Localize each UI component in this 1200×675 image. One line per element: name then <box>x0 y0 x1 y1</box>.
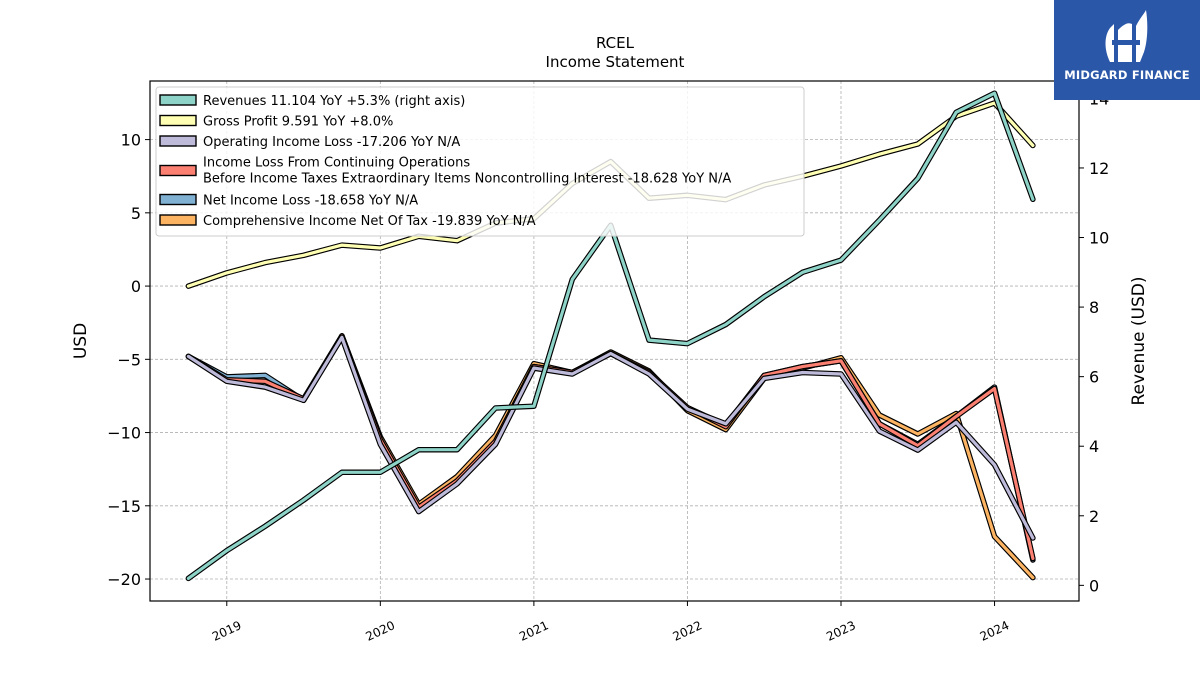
x-tick-label: 2023 <box>824 618 858 644</box>
legend-label: Revenues 11.104 YoY +5.3% (right axis) <box>203 94 465 109</box>
y-tick-label: −5 <box>117 350 141 369</box>
y-tick-label: 10 <box>121 131 141 150</box>
y2-tick-label: 12 <box>1089 159 1109 178</box>
legend-swatch <box>159 193 197 206</box>
legend-label: Net Income Loss -18.658 YoY N/A <box>203 194 418 209</box>
x-tick-label: 2022 <box>671 618 705 644</box>
legend-box <box>155 86 805 237</box>
series-line-operating-income-loss <box>186 335 1035 540</box>
legend-swatch <box>159 164 197 177</box>
legend-label: Income Loss From Continuing Operations <box>203 156 470 171</box>
legend-label: Comprehensive Income Net Of Tax -19.839 … <box>203 214 536 229</box>
y-tick-label: −20 <box>107 570 141 589</box>
series-line-outline-net-income-loss <box>185 333 1036 563</box>
y2-tick-label: 10 <box>1089 229 1109 248</box>
y-tick-label: −15 <box>107 497 141 516</box>
legend-swatch <box>159 135 197 147</box>
x-tick-label: 2019 <box>210 618 244 644</box>
y2-tick-label: 0 <box>1089 576 1099 595</box>
legend-swatch <box>159 114 197 127</box>
legend-label: Before Income Taxes Extraordinary Items … <box>203 172 731 187</box>
legend-swatch <box>159 94 197 106</box>
series-line-net-income-loss <box>186 334 1035 562</box>
x-tick-label: 2024 <box>978 618 1012 644</box>
legend: Revenues 11.104 YoY +5.3% (right axis) Gr… <box>155 86 805 237</box>
legend-label: Gross Profit 9.591 YoY +8.0% <box>203 115 393 130</box>
y2-tick-label: 6 <box>1089 368 1099 387</box>
y-axis-label: USD <box>71 323 91 359</box>
brand-name: MIDGARD FINANCE <box>1064 68 1190 82</box>
x-tick-label: 2021 <box>517 618 551 644</box>
y2-tick-label: 8 <box>1089 298 1099 317</box>
chart-title: RCEL <box>596 34 635 52</box>
y2-tick-label: 2 <box>1089 507 1099 526</box>
midgard-logo-icon <box>1105 10 1148 62</box>
y-tick-label: −10 <box>107 424 141 443</box>
y2-axis-label: Revenue (USD) <box>1129 276 1149 405</box>
y2-tick-label: 4 <box>1089 437 1099 456</box>
plot-frame <box>149 80 1080 602</box>
y-tick-label: 5 <box>131 204 141 223</box>
legend-label: Operating Income Loss -17.206 YoY N/A <box>203 135 460 150</box>
x-tick-label: 2020 <box>364 618 398 644</box>
y-tick-label: 0 <box>131 277 141 296</box>
legend-swatch <box>159 214 197 226</box>
brand-logo: MIDGARD FINANCE <box>1054 0 1200 100</box>
chart-subtitle: Income Statement <box>546 53 685 71</box>
